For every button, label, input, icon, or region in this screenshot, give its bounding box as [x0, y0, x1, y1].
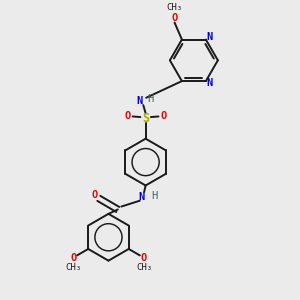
- Text: CH₃: CH₃: [167, 4, 183, 13]
- Text: O: O: [70, 253, 77, 263]
- Text: N: N: [206, 78, 213, 88]
- Text: CH₃: CH₃: [65, 262, 81, 272]
- Text: O: O: [124, 111, 130, 121]
- Text: H: H: [147, 94, 153, 104]
- Text: CH₃: CH₃: [136, 262, 152, 272]
- Text: O: O: [160, 111, 167, 121]
- Text: S: S: [142, 112, 149, 125]
- Text: N: N: [136, 96, 142, 106]
- Text: O: O: [140, 253, 146, 263]
- Text: O: O: [91, 190, 98, 200]
- Text: H: H: [151, 191, 158, 201]
- Text: N: N: [206, 32, 213, 43]
- Text: O: O: [171, 13, 178, 22]
- Text: N: N: [138, 192, 144, 202]
